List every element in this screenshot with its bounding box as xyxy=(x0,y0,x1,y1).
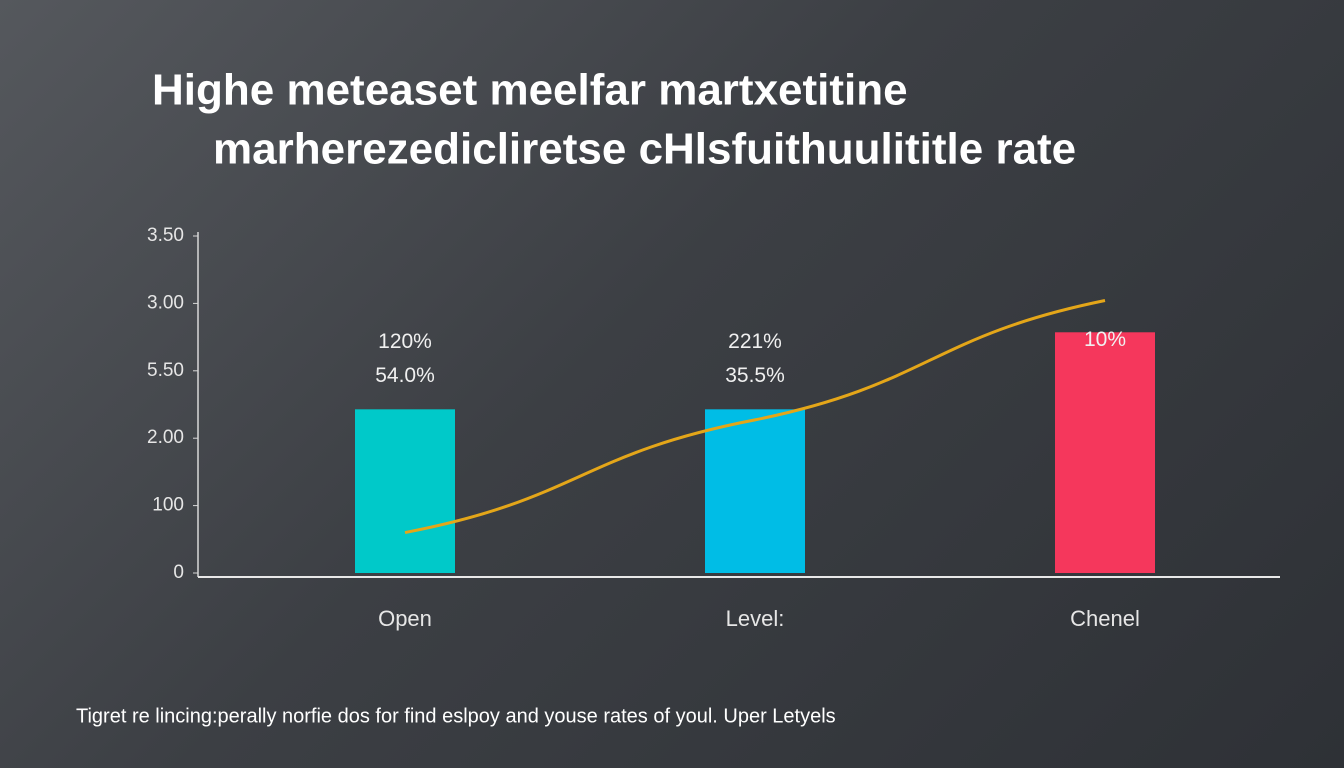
y-tick-label: 3.50 xyxy=(147,225,184,246)
x-tick-label: Open xyxy=(378,606,432,631)
annotation: 35.5% xyxy=(725,364,785,387)
annotation: 120% xyxy=(378,330,432,353)
bar xyxy=(1055,332,1155,573)
y-tick-label: 2.00 xyxy=(147,427,184,448)
bar xyxy=(705,409,805,573)
trend-line xyxy=(404,299,1106,535)
annotation: 221% xyxy=(728,330,782,353)
bar xyxy=(355,409,455,573)
y-tick-label: 5.50 xyxy=(147,360,184,381)
annotation: 10% xyxy=(1084,328,1126,351)
x-tick-label: Chenel xyxy=(1070,606,1140,631)
footer: Tigret re lincing:perally norfie dos for… xyxy=(76,705,836,727)
annotation: 54.0% xyxy=(375,364,435,387)
chart-title: marherezedicliretse cHlsfuithuulititle r… xyxy=(213,125,1076,174)
y-tick-label: 100 xyxy=(152,495,184,516)
chart-title: Highe meteaset meelfar martxetitine xyxy=(152,66,908,115)
y-tick-label: 3.00 xyxy=(147,292,184,313)
x-tick-label: Level: xyxy=(726,606,785,631)
y-tick-label: 0 xyxy=(173,562,184,583)
